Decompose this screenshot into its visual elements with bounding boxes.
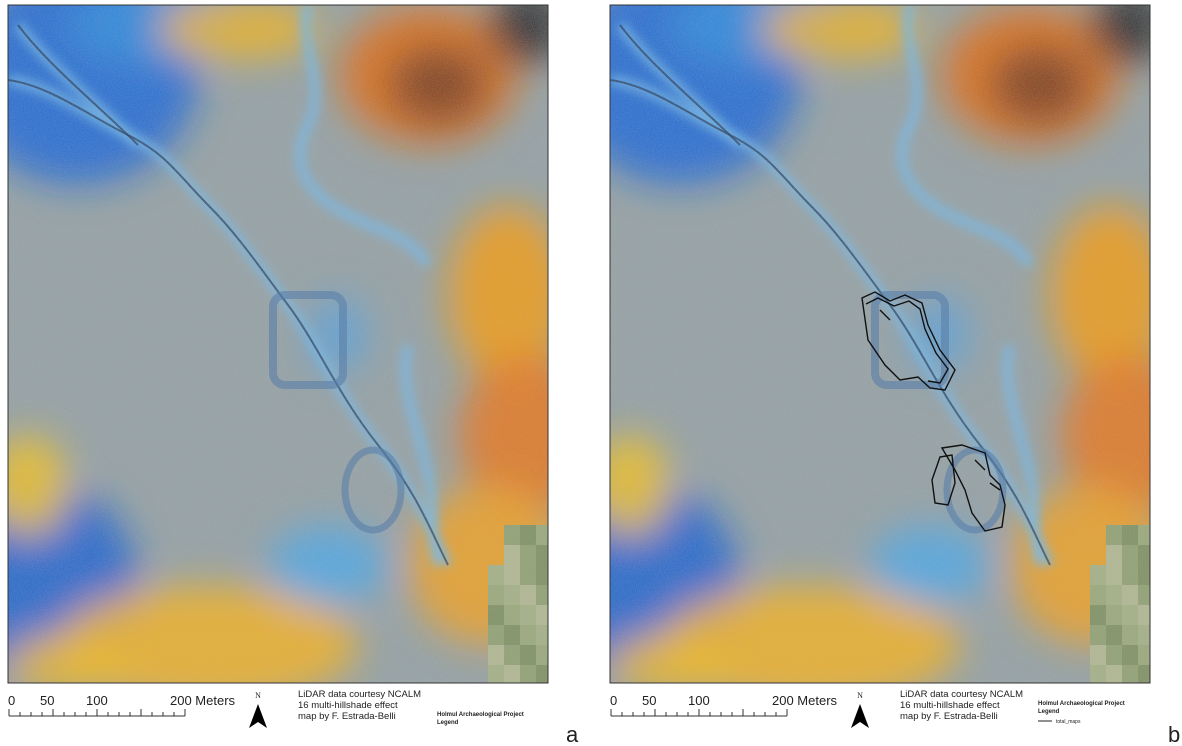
north-arrow: [851, 704, 869, 728]
legend-title: Holmul Archaeological Project: [437, 712, 524, 718]
scale-label: 50: [642, 693, 656, 708]
hillshade-texture: [8, 5, 548, 683]
hillshade-texture: [610, 5, 1150, 683]
scale-label: 100: [86, 693, 108, 708]
credit-line: map by F. Estrada-Belli: [900, 711, 998, 722]
panel: 0 50 100 200 Meters N LiDAR data courtesy NCA…: [560, 0, 1182, 746]
scale-label: 200 Meters: [772, 693, 838, 708]
pixel: [552, 545, 568, 565]
panel: 0 50 100 200 Meters N LiDAR data courtesy NCA…: [0, 0, 598, 746]
scale-label: 200 Meters: [170, 693, 236, 708]
credit-line: 16 multi-hillshade effect: [298, 700, 398, 711]
credit-line: LiDAR data courtesy NCALM: [900, 689, 1023, 700]
legend-item: total_maps: [1056, 719, 1081, 725]
legend-title: Holmul Archaeological Project: [1038, 701, 1125, 707]
pixel: [552, 525, 568, 545]
panel-label: b: [1168, 722, 1180, 746]
credit-line: LiDAR data courtesy NCALM: [298, 689, 421, 700]
scale-label: 50: [40, 693, 54, 708]
legend-subtitle: Legend: [1038, 709, 1060, 715]
north-label: N: [255, 691, 261, 700]
credit-line: map by F. Estrada-Belli: [298, 711, 396, 722]
scale-label: 0: [8, 693, 15, 708]
credit-line: 16 multi-hillshade effect: [900, 700, 1000, 711]
north-label: N: [857, 691, 863, 700]
map-image: [560, 0, 1182, 705]
pixel: [1154, 525, 1170, 545]
pixel: [1154, 545, 1170, 565]
scale-label: 0: [610, 693, 617, 708]
scale-label: 100: [688, 693, 710, 708]
figure: 0 50 100 200 Meters N LiDAR data courtesy NCA…: [0, 0, 1182, 746]
legend-subtitle: Legend: [437, 720, 459, 726]
map-image: [0, 0, 598, 705]
panel-label: a: [566, 722, 579, 746]
north-arrow: [249, 704, 267, 728]
